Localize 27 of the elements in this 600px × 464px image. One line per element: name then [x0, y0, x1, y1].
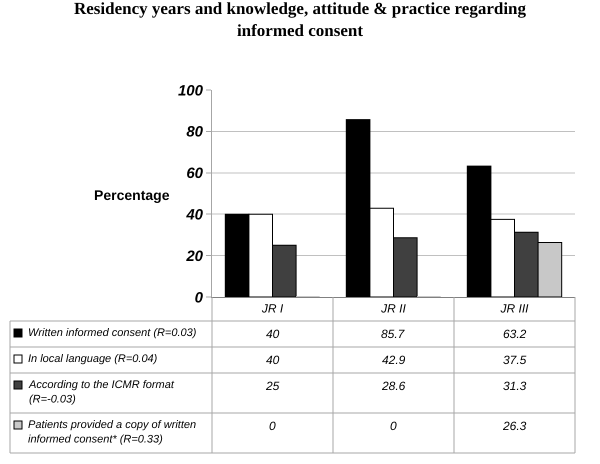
chart-title: Residency years and knowledge, attitude & practice regarding informed consent	[74, 0, 527, 40]
legend-label: According to the ICMR format (R=-0.03)	[28, 379, 175, 406]
y-tick-label: 80	[186, 124, 204, 141]
x-tick-label: JR II	[380, 301, 406, 316]
data-label: 28.6	[381, 379, 406, 393]
legend-label: In local language (R=0.04)	[28, 353, 158, 365]
data-label: 31.3	[503, 379, 527, 393]
data-label: 26.3	[502, 419, 527, 433]
data-label: 40	[266, 353, 280, 367]
data-label: 0	[269, 419, 276, 433]
y-tick-label: 60	[186, 165, 204, 182]
y-tick-label: 100	[178, 82, 204, 100]
y-axis-title: Percentage	[94, 187, 170, 203]
data-label: 37.5	[503, 353, 527, 367]
x-tick-label: JR III	[499, 301, 530, 316]
y-tick-label: 0	[194, 289, 204, 306]
data-label: 0	[390, 419, 397, 433]
y-tick-label: 20	[185, 248, 204, 265]
x-tick-label: JR I	[260, 301, 284, 316]
data-label: 63.2	[503, 327, 527, 341]
data-label: 85.7	[381, 327, 406, 341]
data-label: 40	[266, 327, 280, 341]
data-label: 25	[265, 379, 280, 393]
legend-label: Written informed consent (R=0.03)	[28, 327, 197, 339]
data-label: 42.9	[382, 353, 406, 367]
y-tick-label: 40	[185, 206, 204, 224]
legend-label: Patients provided a copy of written informed consent* (R=0.33)	[28, 419, 196, 446]
